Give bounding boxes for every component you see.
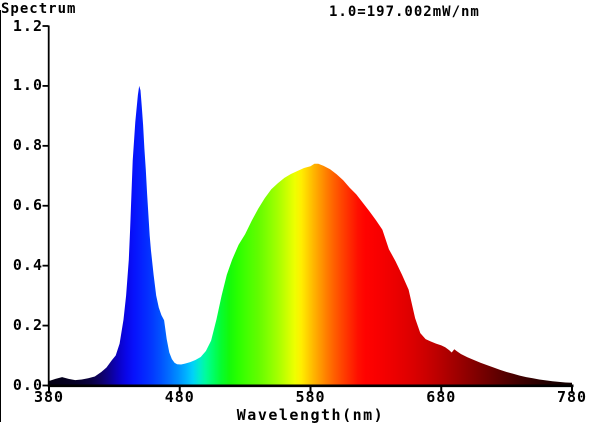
chart-title: Spectrum	[1, 1, 77, 17]
x-tick-label: 480	[164, 388, 195, 406]
y-tick-label: 0.4	[12, 256, 43, 275]
left-frame-border	[0, 10, 1, 422]
spectrum-area-fill	[49, 85, 572, 386]
y-tick-label: 0.2	[12, 316, 43, 335]
x-tick-label: 580	[295, 388, 326, 406]
x-tick-label: 780	[556, 388, 588, 406]
x-tick-label: 680	[426, 388, 457, 406]
y-tick-label: 0.8	[12, 136, 43, 155]
x-axis-title: Wavelength(nm)	[236, 406, 385, 424]
x-tick-label: 380	[33, 388, 65, 406]
y-tick-label: 1.0	[12, 76, 43, 95]
y-tick-label: 0.0	[12, 376, 43, 394]
y-tick-label: 1.2	[12, 16, 43, 35]
scale-annotation: 1.0=197.002mW/nm	[329, 4, 480, 20]
y-tick-label: 0.6	[12, 196, 43, 215]
